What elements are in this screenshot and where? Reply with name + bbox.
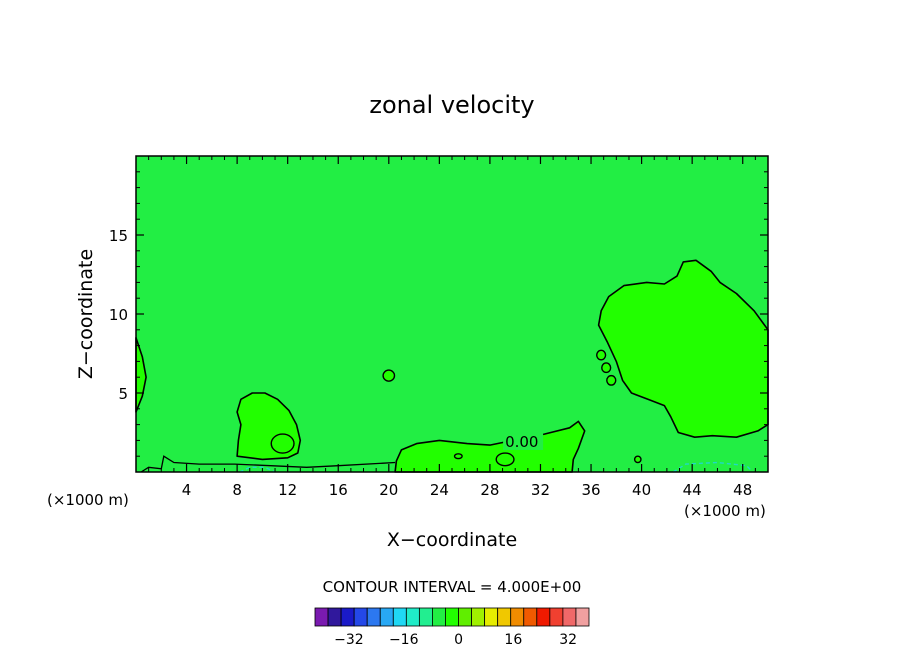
x-axis-label: X−coordinate (387, 529, 517, 551)
colorbar-ticks: −32 −16 0 16 32 (334, 632, 577, 648)
colorbar-tick-label: 0 (454, 632, 463, 648)
x-tick-label: 36 (581, 481, 600, 499)
contour-label-bg (503, 432, 544, 450)
x-tick-label: 24 (430, 481, 449, 499)
colorbar-swatch (523, 607, 538, 627)
minor-contours (140, 349, 642, 473)
x-tick-label: 28 (480, 481, 499, 499)
x-tick-label: 44 (683, 481, 702, 499)
colorbar-swatch (562, 607, 577, 627)
colorbar-swatch (432, 607, 446, 627)
small-contour-1 (596, 349, 607, 361)
chart-title: zonal velocity (369, 91, 534, 119)
colorbar-swatch (314, 607, 329, 627)
colorbar-swatch (379, 607, 394, 627)
colorbar-tick-label: 16 (504, 632, 522, 648)
x-ticks: 4 8 12 16 20 24 28 32 36 40 44 48 (148, 156, 756, 499)
colorbar-swatch (353, 607, 368, 627)
x-tick-label: 40 (632, 481, 651, 499)
y-tick-label: 15 (109, 227, 128, 245)
colorbar-swatch (445, 607, 459, 627)
y-tick-label: 10 (109, 306, 128, 324)
colorbar-swatch (549, 607, 564, 627)
colorbar-swatch (418, 607, 433, 627)
x-tick-label: 32 (531, 481, 550, 499)
colorbar-tick-label: −32 (334, 632, 364, 648)
y-tick-label: 5 (118, 385, 128, 403)
x-unit-label: (×1000 m) (47, 491, 129, 509)
colorbar-swatch (366, 607, 381, 627)
x-tick-label: 8 (232, 481, 242, 499)
colorbar-swatch (327, 607, 342, 627)
colorbar (314, 607, 590, 627)
small-contour-3 (606, 374, 617, 386)
ground-contour (140, 455, 396, 473)
z-unit-label: (×1000 m) (684, 502, 766, 520)
small-contour-5 (495, 452, 515, 467)
colorbar-swatch (536, 607, 551, 627)
colorbar-tick-label: 32 (559, 632, 577, 648)
colorbar-swatch (510, 607, 525, 627)
colorbar-swatch (497, 607, 512, 627)
x-tick-label: 48 (733, 481, 752, 499)
x-tick-label: 12 (278, 481, 297, 499)
colorbar-swatch (405, 607, 420, 627)
y-axis-label: Z−coordinate (75, 249, 97, 379)
contour-interval-text: CONTOUR INTERVAL = 4.000E+00 (323, 578, 582, 596)
colorbar-swatch (458, 607, 472, 627)
x-tick-label: 4 (182, 481, 192, 499)
small-contour-7 (453, 453, 463, 460)
x-tick-label: 16 (329, 481, 348, 499)
region-lower-right-dashed (672, 461, 754, 473)
y-ticks: 5 10 15 (109, 171, 768, 457)
small-contour-4 (270, 433, 295, 454)
colorbar-swatch (392, 607, 407, 627)
contour-label: 0.00 (505, 433, 538, 451)
colorbar-swatch (484, 607, 499, 627)
region-lower-left-dashed (239, 466, 276, 473)
small-contour-0 (382, 369, 396, 382)
x-tick-label: 20 (379, 481, 398, 499)
colorbar-swatch (340, 607, 355, 627)
colorbar-swatch (471, 607, 486, 627)
small-contour-2 (601, 362, 612, 374)
negative-regions (239, 461, 754, 473)
small-contour-6 (633, 455, 642, 464)
colorbar-tick-label: −16 (389, 632, 419, 648)
colorbar-swatch (575, 607, 590, 627)
